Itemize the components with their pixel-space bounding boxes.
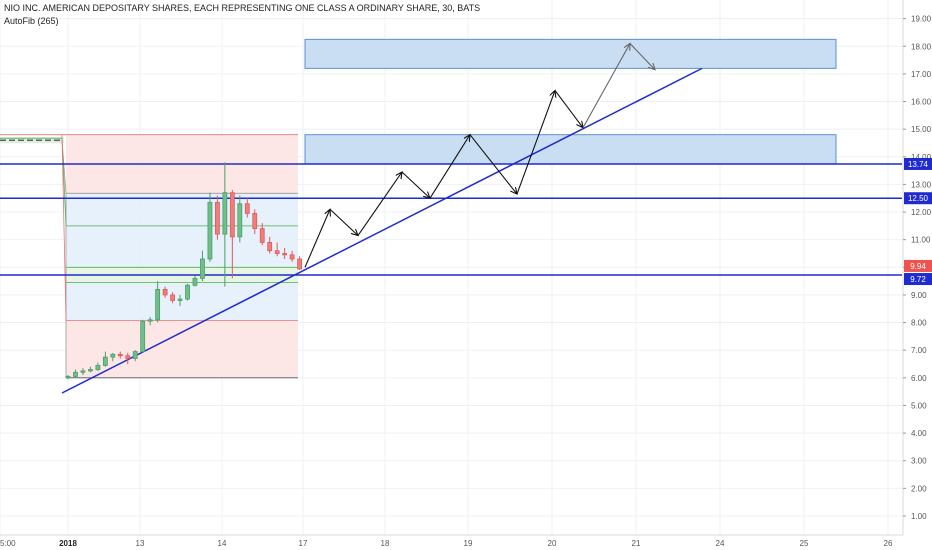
price-label: 9.72 xyxy=(910,275,926,284)
projection-arrow xyxy=(582,43,630,129)
time-tick-label: 14 xyxy=(218,539,227,548)
candle-body xyxy=(274,250,280,254)
price-tick-label: 3.00 xyxy=(911,457,927,466)
price-label: 9.94 xyxy=(910,262,926,271)
candle-body xyxy=(200,258,205,279)
price-label-box xyxy=(904,192,932,205)
projection-arrow xyxy=(304,209,330,268)
time-tick-label: 21 xyxy=(632,539,641,548)
candle-body xyxy=(80,370,86,373)
time-tick-label: 2018 xyxy=(59,539,77,548)
candle-body xyxy=(192,277,198,286)
price-label-box xyxy=(904,157,932,170)
price-tick-label: 17.00 xyxy=(911,70,932,79)
candle-body xyxy=(65,376,71,379)
price-label-box xyxy=(904,259,932,272)
price-labels: 13.74 12.50 9.94 9.72 xyxy=(904,157,932,286)
projection-arrow xyxy=(357,172,402,236)
time-tick-label: 20 xyxy=(548,539,557,548)
price-tick-label: 1.00 xyxy=(911,512,927,521)
candle-body xyxy=(207,201,213,260)
price-tick-label: 4.00 xyxy=(911,429,927,438)
fib-band xyxy=(66,225,298,268)
candle-body xyxy=(162,289,168,296)
candle-body xyxy=(252,213,258,230)
price-tick-label: 7.00 xyxy=(911,346,927,355)
price-tick-label: 15.00 xyxy=(911,125,932,134)
fib-band xyxy=(66,320,298,378)
candle-body xyxy=(259,228,265,243)
candle-body xyxy=(170,294,175,301)
autofib-overlay xyxy=(0,134,298,379)
chart-title: NIO INC. AMERICAN DEPOSITARY SHARES, EAC… xyxy=(4,3,481,13)
candle-body xyxy=(177,298,183,301)
price-tick-label: 14.00 xyxy=(911,153,932,162)
projection-arrow xyxy=(516,90,555,195)
candle-body xyxy=(95,364,101,370)
price-tick-label: 5.00 xyxy=(911,401,927,410)
time-tick-label: 18 xyxy=(381,539,390,548)
projection-arrow xyxy=(629,43,655,69)
price-tick-label: 9.00 xyxy=(911,291,927,300)
candle-body xyxy=(297,258,302,270)
trendline xyxy=(61,67,703,394)
price-tick-label: 8.00 xyxy=(911,319,927,328)
time-tick-label: 17 xyxy=(299,539,308,548)
time-axis: 5:00 2018 13 14 17 18 19 20 21 24 25 26 xyxy=(0,534,903,548)
price-tick-label: 11.00 xyxy=(911,236,931,245)
indicator-label[interactable]: AutoFib (265) xyxy=(4,16,59,26)
candle-body xyxy=(102,356,108,366)
time-tick-label: 19 xyxy=(464,539,473,548)
price-tick-label: 6.00 xyxy=(911,374,927,383)
time-tick-label: 5:00 xyxy=(0,539,16,548)
price-label: 12.50 xyxy=(908,194,929,203)
projection-arrow xyxy=(329,208,358,235)
time-tick-label: 25 xyxy=(800,539,809,548)
projection-arrow xyxy=(401,171,430,198)
time-tick-label: 24 xyxy=(716,539,725,548)
candle-body xyxy=(140,320,146,352)
candle-body xyxy=(214,201,220,235)
price-tick-label: 2.00 xyxy=(911,484,927,493)
projection-arrow xyxy=(554,90,583,127)
candle-body xyxy=(110,353,116,358)
candle-body xyxy=(237,203,243,238)
candle-body xyxy=(117,353,123,357)
price-tick-label: 18.00 xyxy=(911,42,932,51)
candle-body xyxy=(132,351,138,359)
target-zone-1 xyxy=(304,38,837,69)
candle-body xyxy=(125,355,131,359)
candle-body xyxy=(222,192,228,235)
price-tick-label: 16.00 xyxy=(911,98,932,107)
target-zone-2 xyxy=(304,134,837,165)
fib-connector xyxy=(61,134,67,321)
fib-band xyxy=(66,282,298,321)
price-label: 13.74 xyxy=(908,160,929,169)
price-tick-label: 19.00 xyxy=(911,15,932,24)
legend: NIO INC. AMERICAN DEPOSITARY SHARES, EAC… xyxy=(4,2,480,28)
trendline-group xyxy=(61,67,703,394)
candle-body xyxy=(229,192,235,238)
time-tick-label: 13 xyxy=(136,539,145,548)
price-label-box xyxy=(904,273,932,286)
candle-body xyxy=(185,284,190,300)
candle-body xyxy=(267,242,273,252)
projection-arrow xyxy=(469,134,517,194)
candle-body xyxy=(289,254,295,260)
time-tick-label: 26 xyxy=(884,539,893,548)
projection-arrow xyxy=(429,135,470,199)
target-zones xyxy=(304,38,837,165)
price-tick-label: 12.00 xyxy=(911,208,932,217)
candle-body xyxy=(244,203,250,214)
candle-body xyxy=(155,289,161,321)
candle-body xyxy=(147,319,153,322)
candles xyxy=(65,162,302,380)
candle-body xyxy=(73,371,78,377)
projection-arrows xyxy=(304,43,655,268)
candle-body xyxy=(282,253,288,256)
candle-body xyxy=(88,369,93,372)
price-tick-label: 13.00 xyxy=(911,180,932,189)
